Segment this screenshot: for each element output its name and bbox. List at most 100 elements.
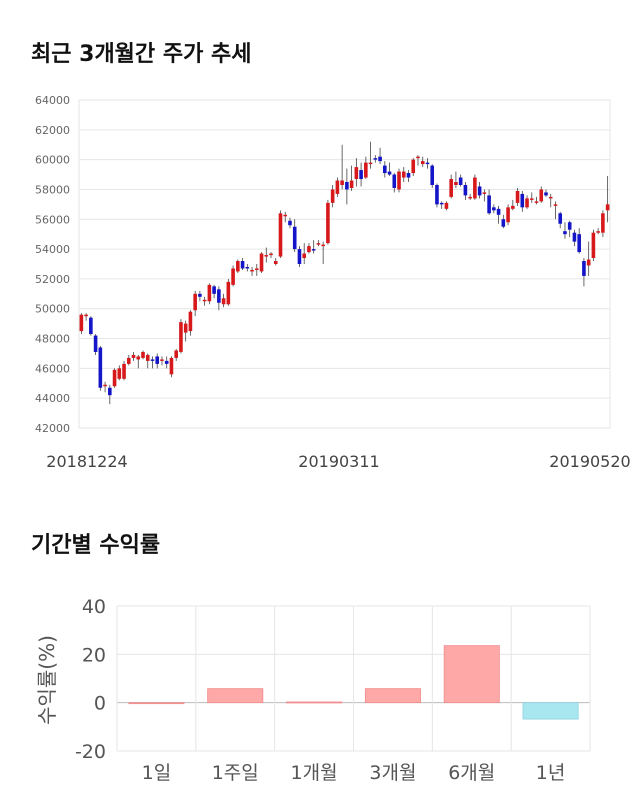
candle [117, 365, 122, 381]
candle [401, 167, 406, 182]
candle-body [340, 180, 344, 185]
candle-body [126, 357, 131, 364]
candle [463, 182, 468, 200]
candle-body [188, 311, 193, 332]
candle-body [349, 180, 354, 188]
candle [520, 190, 525, 212]
candle-y-tick-label: 62000 [35, 124, 70, 137]
candle-body [117, 368, 122, 379]
bar-y-tick-label: 0 [94, 693, 106, 715]
candle [563, 222, 567, 239]
candle-body [558, 213, 563, 224]
candle-x-label: 20190311 [298, 452, 379, 471]
candle-body [525, 198, 529, 208]
candle [164, 356, 169, 369]
candle [435, 183, 439, 208]
candle [250, 266, 254, 276]
candle-body [401, 171, 406, 178]
return-bar [522, 702, 579, 720]
candle [278, 210, 283, 259]
candle-body [430, 165, 435, 185]
bar-y-axis-label: 수익률(%) [35, 635, 59, 725]
candle-body [458, 177, 463, 185]
candle-body [449, 179, 453, 197]
candle-body [155, 356, 160, 364]
candle [368, 141, 373, 169]
candle-body [136, 356, 141, 360]
candle [98, 346, 103, 391]
candle-body [326, 202, 330, 244]
candle-body [198, 293, 202, 297]
candle-body [416, 156, 420, 159]
candle-body [297, 249, 302, 264]
candle [354, 158, 359, 187]
candle [534, 196, 539, 205]
candle-body [179, 322, 183, 352]
bar-x-labels: 1일 1주일 1개월 3개월 6개월 1년 [142, 762, 566, 784]
candle-body [515, 190, 520, 203]
candle-body [477, 186, 482, 196]
bar-grid [116, 605, 591, 752]
period-returns-title: 기간별 수익률 [31, 533, 161, 558]
candle-body [207, 284, 212, 302]
candle-body [79, 314, 84, 332]
candle-body [492, 207, 496, 211]
candle [141, 350, 145, 360]
candle-body [378, 156, 382, 162]
candle-body [316, 243, 321, 245]
candle [212, 284, 216, 299]
candle-body [321, 244, 325, 247]
candle-body [487, 195, 491, 214]
candle [406, 170, 411, 182]
candle-body [577, 234, 581, 253]
candle [335, 177, 340, 197]
candle-body [292, 226, 297, 250]
candle [468, 193, 472, 200]
candle [188, 310, 193, 336]
return-bar [286, 701, 343, 704]
candle [444, 201, 449, 211]
candle [345, 168, 349, 205]
candle-y-tick-label: 48000 [35, 333, 70, 346]
candle-body [567, 222, 572, 230]
bar-y-tick-label: -20 [75, 741, 106, 763]
candle [572, 229, 577, 247]
bar-y-ticks: 40 20 0 -20 [75, 596, 106, 763]
candle [259, 252, 264, 273]
candle-body [141, 351, 145, 358]
candle [193, 290, 197, 317]
candle-body [174, 350, 178, 358]
candle-body [240, 261, 245, 269]
candle [122, 360, 126, 381]
candle-marks [79, 141, 610, 405]
candle-body [506, 207, 510, 223]
candle [330, 184, 335, 208]
return-bar [128, 702, 185, 705]
candle [217, 286, 221, 311]
candle-body [601, 213, 605, 233]
bar-marks [128, 645, 579, 720]
candle [326, 199, 330, 245]
candle-x-label: 20190520 [549, 452, 630, 471]
candle [307, 243, 311, 254]
candle-body [368, 162, 373, 165]
candle-body [164, 360, 169, 364]
candle-body [122, 363, 126, 379]
candle-body [387, 171, 392, 175]
price-trend-title: 최근 3개월간 주가 추세 [31, 42, 252, 67]
candle [202, 296, 207, 306]
candle-body [544, 192, 548, 196]
candle-body [98, 347, 103, 388]
candle [473, 174, 477, 200]
candle-body [131, 354, 136, 358]
candle [511, 199, 515, 211]
candle-body [397, 171, 401, 190]
candle [174, 348, 178, 361]
candle-x-label: 20181224 [46, 452, 127, 471]
candle-body [345, 182, 349, 190]
candle-body [586, 259, 591, 266]
candle [226, 278, 231, 306]
candle-body [534, 201, 539, 203]
candle-body [307, 246, 311, 253]
candle-body [354, 167, 359, 180]
